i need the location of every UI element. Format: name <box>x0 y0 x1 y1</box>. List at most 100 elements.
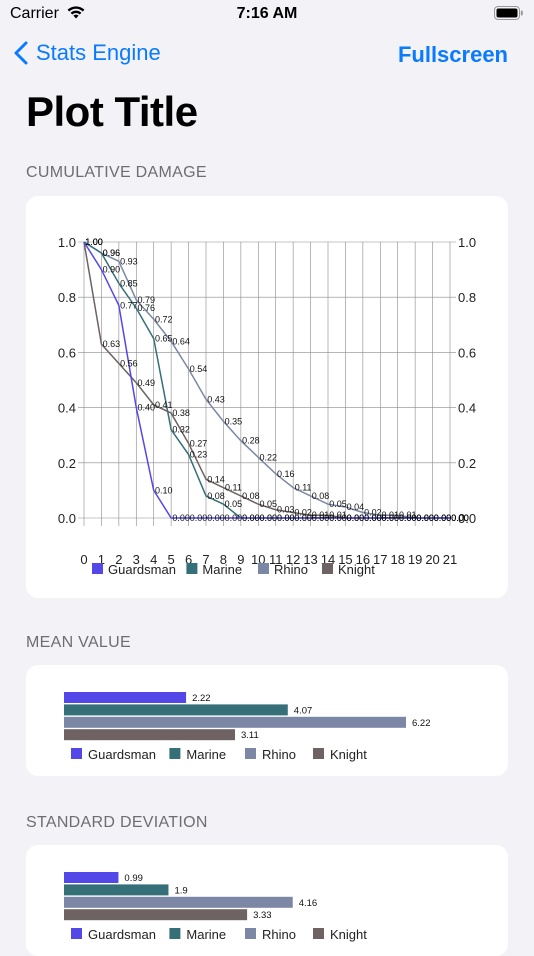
legend-swatch-rhino <box>245 748 256 759</box>
data-label-guardsman: 0.00 <box>382 513 400 523</box>
data-label-knight: 0.01 <box>329 510 347 520</box>
wifi-icon <box>66 4 86 25</box>
cumulative-damage-chart: 0.0 0.00.2 0.20.4 0.40.6 0.60.8 0.81.0 1.00 1 2 3… <box>58 235 476 577</box>
battery-icon <box>494 6 524 20</box>
data-label-rhino: 0.04 <box>347 502 365 512</box>
data-label-knight: 0.00 <box>382 513 400 523</box>
carrier-label: Carrier <box>10 5 59 22</box>
x-tick-label: 15 <box>338 552 352 567</box>
data-label-rhino: 0.28 <box>242 436 260 446</box>
standard-deviation-chart: 0.99 1.9 4.16 3.33 Guardsman Marine Rhino Knigh… <box>64 872 367 942</box>
data-label-guardsman: 0.00 <box>416 513 434 523</box>
data-label-rhino: 0.08 <box>312 491 330 501</box>
data-label-guardsman: 0.77 <box>120 300 138 310</box>
x-tick-label: 16 <box>356 552 370 567</box>
data-label-guardsman: 0.00 <box>260 513 278 523</box>
data-label-marine: 0.76 <box>138 303 156 313</box>
data-label-knight: 0.41 <box>155 400 173 410</box>
data-label-knight: 0.63 <box>103 339 121 349</box>
x-tick-label: 3 <box>133 552 140 567</box>
data-label-rhino: 0.05 <box>329 499 347 509</box>
legend-label-marine: Marine <box>202 562 242 577</box>
legend-swatch-knight <box>322 563 333 574</box>
x-tick-label: 12 <box>286 552 300 567</box>
bar-value-label-guardsman: 0.99 <box>124 873 143 884</box>
page-title: Plot Title <box>26 88 198 135</box>
legend-label-marine: Marine <box>186 747 226 762</box>
bar-value-label-marine: 1.9 <box>174 885 187 896</box>
data-label-marine: 0.00 <box>364 513 382 523</box>
status-time: 7:16 AM <box>236 5 298 22</box>
x-tick-label: 6 <box>185 552 192 567</box>
data-label-marine: 0.65 <box>155 334 173 344</box>
bar-value-label-guardsman: 2.22 <box>192 693 211 704</box>
data-label-marine: 0.23 <box>190 450 208 460</box>
data-label-rhino: 0.64 <box>172 336 190 346</box>
data-label-rhino: 0.02 <box>364 507 382 517</box>
x-tick-label: 9 <box>237 552 244 567</box>
legend-label-marine: Marine <box>186 927 226 942</box>
data-label-marine: 0.96 <box>103 248 121 258</box>
x-tick-label: 21 <box>443 552 457 567</box>
data-label-marine: 0.00 <box>416 513 434 523</box>
fullscreen-button[interactable]: Fullscreen <box>397 42 508 67</box>
standard-deviation-card: 0.99 1.9 4.16 3.33 Guardsman Marine Rhino Knigh… <box>26 845 508 956</box>
data-label-guardsman: 0.00 <box>434 513 452 523</box>
cumulative-damage-card: 0.0 0.0 0.2 0.2 0.4 0.4 0.6 0.6 0.8 0.8 1.0 1.0 0 1 2 3… <box>26 196 508 598</box>
legend-swatch-marine <box>169 748 181 759</box>
x-tick-label: 11 <box>269 552 283 567</box>
x-tick-label: 1 <box>98 552 105 567</box>
data-label-rhino: 0.22 <box>260 452 278 462</box>
data-label-marine: 0.00 <box>312 513 330 523</box>
x-tick-label: 4 <box>150 552 157 567</box>
data-label-rhino: 0.16 <box>277 469 295 479</box>
legend-swatch-knight <box>313 748 324 759</box>
back-button[interactable]: Stats Engine <box>14 40 161 66</box>
data-label-knight: 0.00 <box>399 513 417 523</box>
data-label-guardsman: 0.00 <box>207 513 225 523</box>
data-label-guardsman: 0.00 <box>347 513 365 523</box>
y-tick-label-left: 0.2 <box>58 456 76 471</box>
x-tick-label: 0 <box>80 552 87 567</box>
data-label-knight: 0.00 <box>364 513 382 523</box>
data-label-knight: 0.03 <box>277 505 295 515</box>
section-label-cumulative: CUMULATIVE DAMAGE <box>26 164 207 181</box>
bar-rhino <box>64 896 293 908</box>
legend-swatch-knight <box>313 928 324 939</box>
status-bar: Carrier 7:16 AM <box>0 0 534 30</box>
x-tick-label: 17 <box>373 552 387 567</box>
legend-label-guardsman: Guardsman <box>108 562 176 577</box>
data-label-guardsman: 0.00 <box>312 513 330 523</box>
legend-swatch-guardsman <box>71 928 82 939</box>
x-tick-label: 18 <box>390 552 404 567</box>
bar-guardsman <box>64 692 187 703</box>
data-label-knight: 0.00 <box>434 513 452 523</box>
data-label-rhino: 0.01 <box>382 510 400 520</box>
y-tick-label-left: 0.6 <box>58 345 76 360</box>
data-label-marine: 0.08 <box>207 491 225 501</box>
data-label-rhino: 0.01 <box>399 510 417 520</box>
data-label-knight: 0.49 <box>138 378 156 388</box>
data-label-marine: 0.00 <box>329 513 347 523</box>
data-label-marine: 0.00 <box>347 513 365 523</box>
legend-label-knight: Knight <box>338 562 375 577</box>
legend-swatch-guardsman <box>71 748 82 759</box>
data-label-marine: 0.32 <box>172 425 190 435</box>
data-label-guardsman: 0.00 <box>451 513 469 523</box>
data-label-guardsman: 0.00 <box>294 513 312 523</box>
legend-swatch-rhino <box>245 928 256 939</box>
data-label-knight: 0.01 <box>312 510 330 520</box>
y-tick-label-right: 1.0 <box>458 235 476 250</box>
data-label-guardsman: 0.00 <box>364 513 382 523</box>
data-label-knight: 0.11 <box>225 483 242 493</box>
data-label-guardsman: 0.00 <box>277 513 295 523</box>
y-tick-label-left: 1.0 <box>58 235 76 250</box>
y-tick-label-right: 0.6 <box>458 345 476 360</box>
data-label-marine: 0.00 <box>242 513 260 523</box>
bar-guardsman <box>64 872 119 883</box>
data-label-rhino: 0.79 <box>138 295 156 305</box>
data-label-guardsman: 1.00 <box>85 237 103 247</box>
legend-label-guardsman: Guardsman <box>88 747 156 762</box>
mean-value-chart: 2.22 4.07 6.22 3.11 Guardsman Marine Rhino Knig… <box>64 692 431 762</box>
data-label-knight: 0.14 <box>207 474 225 484</box>
